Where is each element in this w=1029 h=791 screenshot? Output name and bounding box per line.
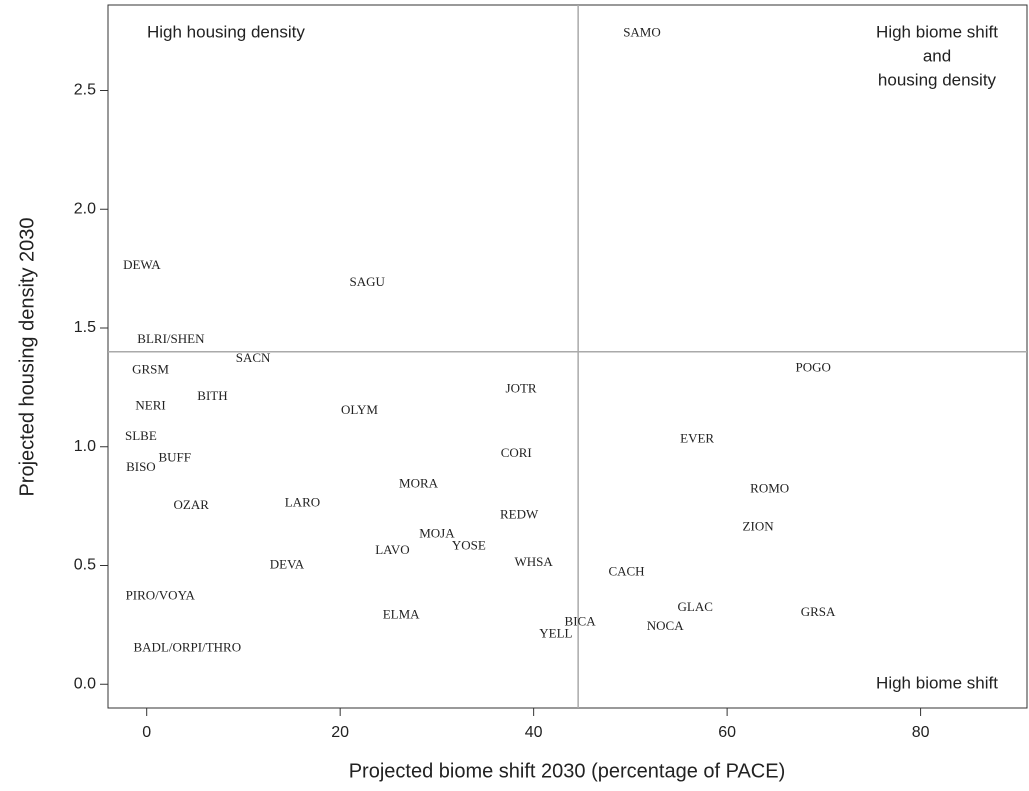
point-label: ELMA [383, 606, 420, 621]
point-label: JOTR [506, 381, 537, 396]
point-label: GRSA [801, 604, 836, 619]
point-label: BISO [126, 459, 156, 474]
y-tick-label: 0.0 [74, 675, 96, 692]
plot-frame [107, 4, 1028, 709]
quadrant-label: High biome shift [876, 673, 998, 692]
quadrant-label: and [923, 46, 951, 65]
point-label: ROMO [750, 480, 789, 495]
point-label: BLRI/SHEN [137, 331, 205, 346]
point-label: YELL [539, 625, 572, 640]
point-label: BUFF [158, 450, 191, 465]
point-label: LARO [285, 495, 320, 510]
point-label: YOSE [452, 537, 486, 552]
y-tick-label: 1.0 [74, 438, 96, 455]
x-tick-label: 20 [331, 724, 349, 741]
point-label: EVER [680, 431, 714, 446]
point-label: ZION [743, 518, 775, 533]
point-label: BITH [197, 388, 227, 403]
point-label: DEVA [270, 556, 305, 571]
x-tick-label: 0 [142, 724, 151, 741]
y-axis-title: Projected housing density 2030 [16, 217, 38, 496]
point-label: BICA [565, 613, 597, 628]
point-label: CACH [608, 564, 644, 579]
point-label: NERI [135, 397, 165, 412]
quadrant-label: housing density [878, 70, 997, 89]
y-tick-label: 2.0 [74, 200, 96, 217]
x-tick-label: 60 [718, 724, 736, 741]
point-label: POGO [796, 359, 831, 374]
point-label: SLBE [125, 428, 157, 443]
point-label: SAMO [623, 24, 661, 39]
point-label: BADL/ORPI/THRO [134, 640, 242, 655]
point-label: OLYM [341, 402, 378, 417]
point-label: CORI [501, 445, 532, 460]
point-label: SAGU [350, 274, 386, 289]
point-label: OZAR [173, 497, 209, 512]
y-tick-label: 2.5 [74, 82, 96, 99]
point-label: LAVO [375, 542, 409, 557]
x-axis-title: Projected biome shift 2030 (percentage o… [349, 760, 786, 782]
y-tick-label: 0.5 [74, 557, 96, 574]
x-tick-label: 40 [525, 724, 543, 741]
point-label: PIRO/VOYA [126, 587, 196, 602]
point-label: MOJA [419, 526, 455, 541]
quadrant-label: High biome shift [876, 22, 998, 41]
point-label: GRSM [132, 362, 169, 377]
point-label: SACN [236, 350, 271, 365]
point-label: MORA [399, 476, 439, 491]
point-label: GLAC [677, 599, 712, 614]
point-label: WHSA [515, 554, 554, 569]
y-tick-label: 1.5 [74, 319, 96, 336]
point-label: NOCA [647, 618, 684, 633]
x-tick-label: 80 [912, 724, 930, 741]
quadrant-label: High housing density [147, 22, 305, 41]
point-label: REDW [500, 507, 539, 522]
point-label: DEWA [123, 257, 161, 272]
